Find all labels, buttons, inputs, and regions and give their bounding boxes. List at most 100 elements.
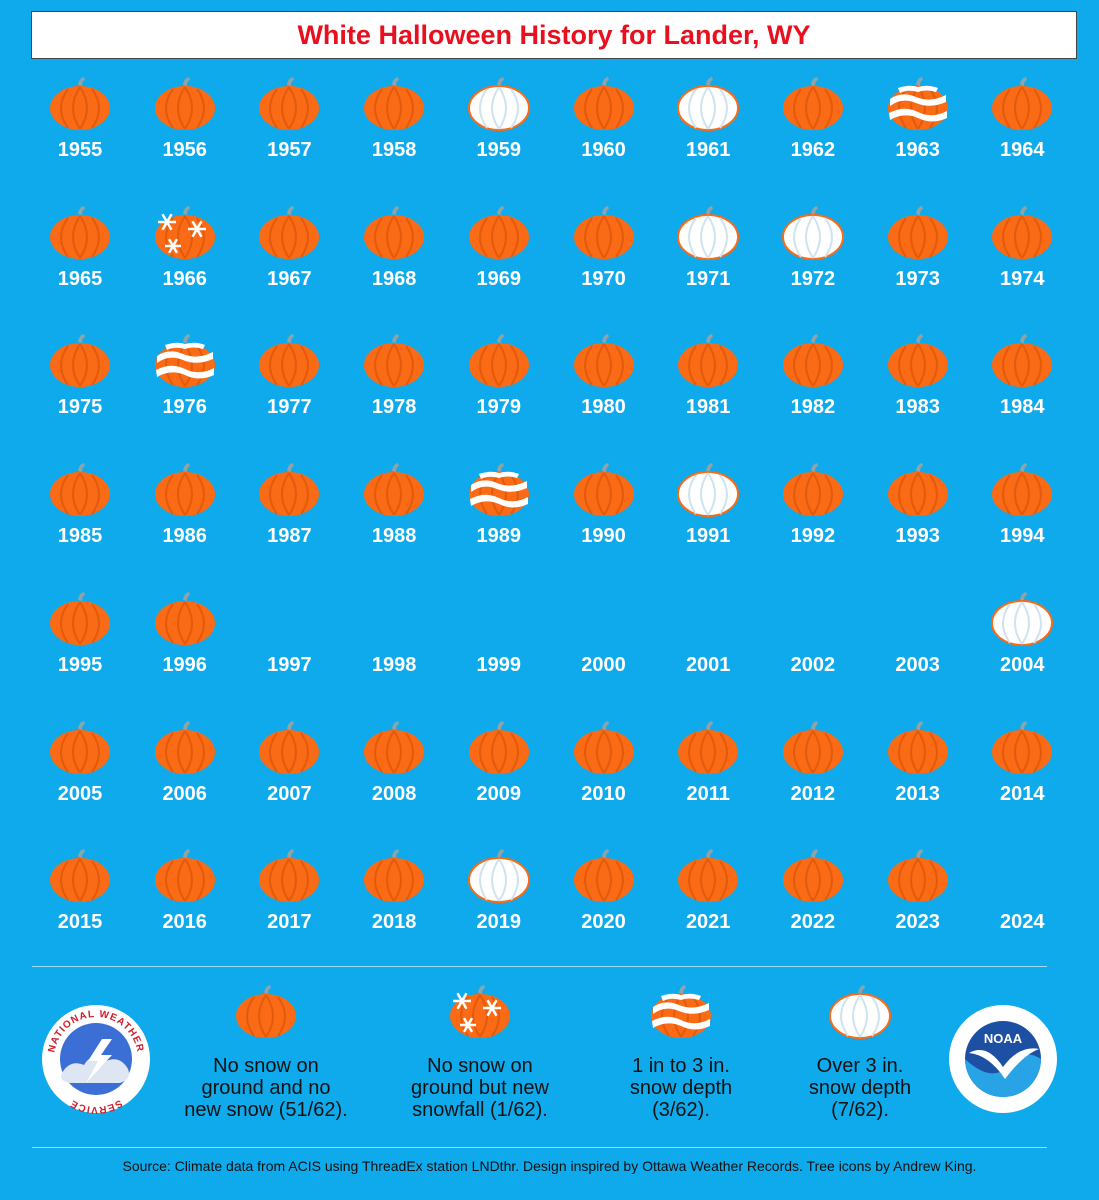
year-label: 2004 — [1000, 653, 1045, 676]
pumpkin-icon — [992, 205, 1053, 259]
pumpkin-icon — [259, 334, 320, 388]
year-label: 2005 — [57, 782, 103, 805]
noaa-logo-text: NOAA — [984, 1031, 1023, 1046]
year-label: 1980 — [581, 396, 626, 419]
year-label: 1985 — [57, 525, 103, 548]
year-cell: 1998 — [342, 590, 446, 718]
empty-icon-slot — [990, 847, 1054, 903]
pumpkin-icon — [887, 720, 948, 774]
pumpkin-icon — [154, 77, 215, 130]
pumpkin-icon — [573, 720, 634, 774]
partly-snowy-pumpkin-icon — [651, 985, 711, 1038]
year-cell: 1982 — [761, 332, 865, 460]
snowflake-pumpkin-icon — [450, 985, 510, 1038]
year-cell: 2003 — [866, 590, 970, 718]
pumpkin-icon — [573, 205, 634, 259]
year-cell: 1958 — [342, 75, 446, 203]
year-cell: 1989 — [447, 461, 551, 589]
pumpkin-icon — [887, 334, 948, 388]
legend-text: 1 in to 3 in. snow depth (3/62). — [629, 1055, 733, 1121]
empty-icon-slot — [886, 590, 950, 646]
pumpkin-icon — [154, 591, 215, 645]
pumpkin-icon — [364, 77, 425, 130]
pumpkin-icon — [468, 720, 529, 774]
year-cell: 1977 — [237, 332, 341, 460]
year-label: 1970 — [581, 267, 626, 290]
nws-logo: NATIONAL WEATHER SERVICE — [42, 1005, 150, 1115]
divider-bottom — [32, 1147, 1047, 1148]
pumpkin-icon — [364, 849, 425, 903]
year-cell: 2006 — [133, 719, 237, 847]
empty-icon-slot — [781, 590, 845, 646]
divider — [32, 966, 1047, 967]
year-label: 2007 — [267, 782, 312, 805]
year-label: 2017 — [267, 911, 312, 934]
year-cell: 1973 — [866, 204, 970, 332]
year-label: 2001 — [685, 653, 731, 676]
year-cell: 1966 — [133, 204, 237, 332]
pumpkin-icon — [573, 77, 634, 130]
year-label: 2024 — [1000, 911, 1045, 934]
year-label: 2000 — [581, 653, 626, 676]
partly-snowy-pumpkin-icon — [468, 463, 529, 517]
year-cell: 1994 — [970, 461, 1074, 589]
year-label: 1973 — [895, 267, 940, 290]
year-cell: 1988 — [342, 461, 446, 589]
year-cell: 1991 — [656, 461, 760, 589]
pumpkin-icon — [259, 205, 320, 259]
legend-text: No snow on ground and no new snow (51/62… — [184, 1055, 348, 1121]
year-label: 2018 — [371, 911, 417, 934]
year-label: 1995 — [57, 653, 103, 676]
pumpkin-icon — [259, 77, 320, 130]
year-cell: 1956 — [133, 75, 237, 203]
year-label: 1999 — [476, 653, 522, 676]
year-label: 2016 — [162, 911, 207, 934]
pumpkin-icon — [468, 205, 529, 259]
year-label: 1965 — [57, 267, 103, 290]
pumpkin-icon — [154, 720, 215, 774]
year-cell: 1999 — [447, 590, 551, 718]
title-box: White Halloween History for Lander, WY — [31, 11, 1077, 59]
pumpkin-icon — [154, 463, 215, 517]
year-cell: 1996 — [133, 590, 237, 718]
year-label: 1959 — [476, 139, 522, 161]
legend-item-new-snowfall: No snow on ground but new snowfall (1/62… — [385, 983, 575, 1121]
pumpkin-icon — [50, 205, 110, 259]
year-label: 1998 — [371, 653, 417, 676]
year-cell: 1957 — [237, 75, 341, 203]
year-cell: 2001 — [656, 590, 760, 718]
snow-covered-pumpkin-icon — [781, 205, 844, 260]
year-label: 1978 — [371, 396, 417, 419]
legend-text: Over 3 in. snow depth (7/62). — [808, 1055, 912, 1121]
year-cell: 2004 — [970, 590, 1074, 718]
year-label: 1987 — [267, 525, 312, 548]
year-cell: 2013 — [866, 719, 970, 847]
pumpkin-icon — [992, 720, 1053, 774]
year-label: 1971 — [685, 267, 731, 290]
year-label: 2008 — [371, 782, 417, 805]
empty-icon-slot — [467, 590, 531, 646]
year-label: 2022 — [790, 911, 836, 934]
year-label: 1981 — [685, 396, 731, 419]
year-label: 1972 — [790, 267, 836, 290]
pumpkin-icon — [154, 849, 215, 903]
year-label: 2010 — [581, 782, 626, 805]
year-label: 1968 — [371, 267, 417, 290]
year-cell: 1967 — [237, 204, 341, 332]
year-cell: 1993 — [866, 461, 970, 589]
pumpkin-icon — [468, 334, 529, 388]
year-label: 1964 — [1000, 139, 1045, 161]
year-cell: 1960 — [552, 75, 656, 203]
pumpkin-icon — [50, 591, 110, 645]
pumpkin-icon — [992, 334, 1053, 388]
year-cell: 2020 — [552, 847, 656, 975]
empty-icon-slot — [362, 590, 426, 646]
year-cell: 1980 — [552, 332, 656, 460]
year-label: 1990 — [581, 525, 626, 548]
year-cell: 1969 — [447, 204, 551, 332]
pumpkin-icon — [678, 720, 739, 774]
year-cell: 1959 — [447, 75, 551, 203]
year-label: 1963 — [895, 139, 940, 161]
year-label: 2011 — [686, 782, 730, 805]
year-label: 1983 — [895, 396, 940, 419]
